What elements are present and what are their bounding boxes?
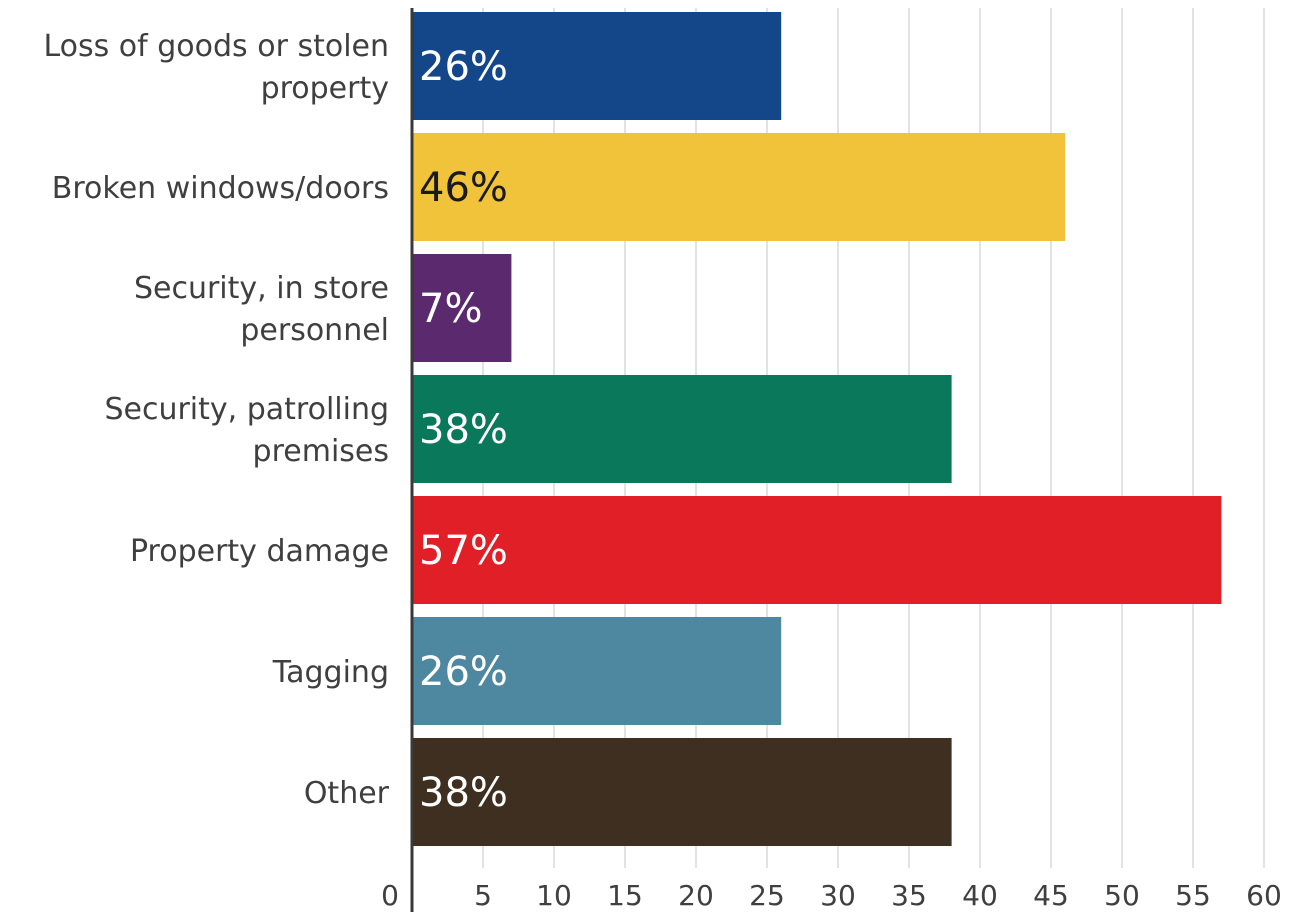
x-axis-tick-labels: 0 5 10 15 20 25 30 35 40 45 50 55 60 (381, 879, 1282, 912)
category-label: Loss of goods or stolen property (43, 29, 389, 106)
x-tick-label: 20 (678, 879, 714, 912)
x-tick-label: 25 (749, 879, 785, 912)
bar (412, 617, 782, 725)
category-label-line: property (261, 71, 389, 106)
x-tick-label: 45 (1033, 879, 1069, 912)
data-label: 7% (419, 286, 482, 332)
x-tick-label: 55 (1175, 879, 1211, 912)
bar (412, 496, 1222, 604)
x-tick-label: 10 (536, 879, 572, 912)
x-tick-label: 0 (381, 879, 399, 912)
category-label-line: personnel (240, 313, 389, 348)
category-label: Property damage (130, 534, 389, 569)
data-label: 26% (419, 44, 508, 90)
category-label-line: Security, patrolling (104, 392, 389, 427)
bar (412, 254, 512, 362)
category-label: Security, in store personnel (134, 271, 389, 348)
x-tick-label: 50 (1104, 879, 1140, 912)
bars: 26% 46% 7% 38% 57% 26% 38% (412, 12, 1222, 846)
x-tick-label: 30 (820, 879, 856, 912)
category-label-line: Security, in store (134, 271, 389, 306)
category-label-line: Broken windows/doors (52, 171, 389, 206)
category-label: Tagging (272, 655, 389, 690)
category-label-line: Property damage (130, 534, 389, 569)
x-tick-label: 60 (1246, 879, 1282, 912)
data-label: 26% (419, 649, 508, 695)
category-label: Security, patrolling premises (104, 392, 389, 469)
category-label: Broken windows/doors (52, 171, 389, 206)
category-label-line: Loss of goods or stolen (43, 29, 389, 64)
data-label: 38% (419, 770, 508, 816)
x-tick-label: 35 (891, 879, 927, 912)
bar (412, 375, 952, 483)
bar (412, 738, 952, 846)
x-tick-label: 40 (962, 879, 998, 912)
x-tick-label: 5 (474, 879, 492, 912)
category-label-line: premises (253, 434, 389, 469)
x-tick-label: 15 (607, 879, 643, 912)
bar (412, 12, 782, 120)
category-label-line: Other (304, 776, 390, 811)
category-label-line: Tagging (272, 655, 389, 690)
bar (412, 133, 1066, 241)
data-label: 38% (419, 407, 508, 453)
data-label: 46% (419, 165, 508, 211)
data-label: 57% (419, 528, 508, 574)
category-labels: Loss of goods or stolen property Broken wi… (43, 29, 389, 811)
category-label: Other (304, 776, 390, 811)
